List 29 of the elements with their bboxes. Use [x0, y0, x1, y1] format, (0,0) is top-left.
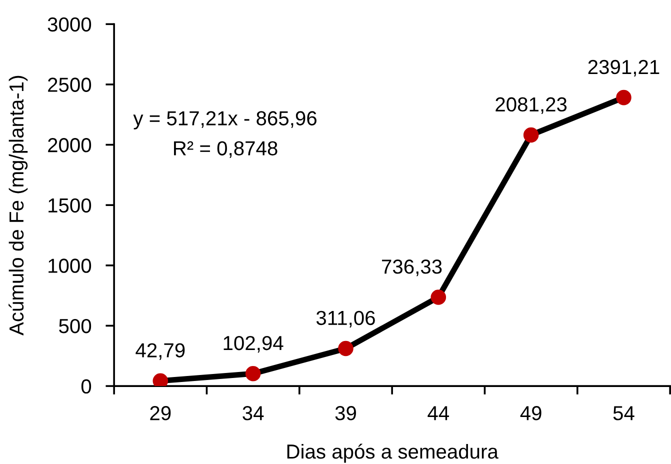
y-tick-label: 2000	[48, 138, 92, 152]
y-axis-title: Acúmulo de Fe (mg/planta-1)	[8, 76, 28, 336]
x-tick-label: 44	[428, 406, 450, 420]
y-tick-label: 1000	[48, 258, 92, 273]
data-label: 311,06	[316, 310, 375, 328]
point	[523, 127, 539, 143]
y-tick-label: 2500	[48, 78, 92, 92]
point	[616, 90, 632, 106]
x-tick-label: 39	[335, 406, 356, 420]
data-label: 42,79	[136, 343, 185, 360]
annotation: R² = 0,8748	[174, 141, 278, 158]
x-tick-label: 34	[242, 406, 264, 420]
point	[152, 373, 168, 386]
point	[430, 290, 446, 305]
y-tick-label: 500	[59, 318, 92, 334]
data-label: 2391,21	[588, 60, 660, 77]
x-axis-title: Dias após a semeadura	[287, 444, 498, 463]
x-tick-label: 29	[150, 406, 171, 420]
point	[338, 340, 354, 356]
y-tick-label: 3000	[48, 17, 92, 32]
data-label: 2081,23	[496, 97, 567, 114]
point	[245, 366, 261, 382]
annotation: y = 517,21x - 865,96	[133, 111, 316, 130]
x-tick-label: 49	[520, 406, 542, 420]
data-label: 102,94	[224, 336, 284, 353]
x-tick-label: 54	[613, 406, 634, 420]
y-tick-label: 0	[81, 379, 92, 394]
data-label: 736,33	[382, 260, 442, 276]
y-tick-label: 1500	[48, 198, 92, 213]
